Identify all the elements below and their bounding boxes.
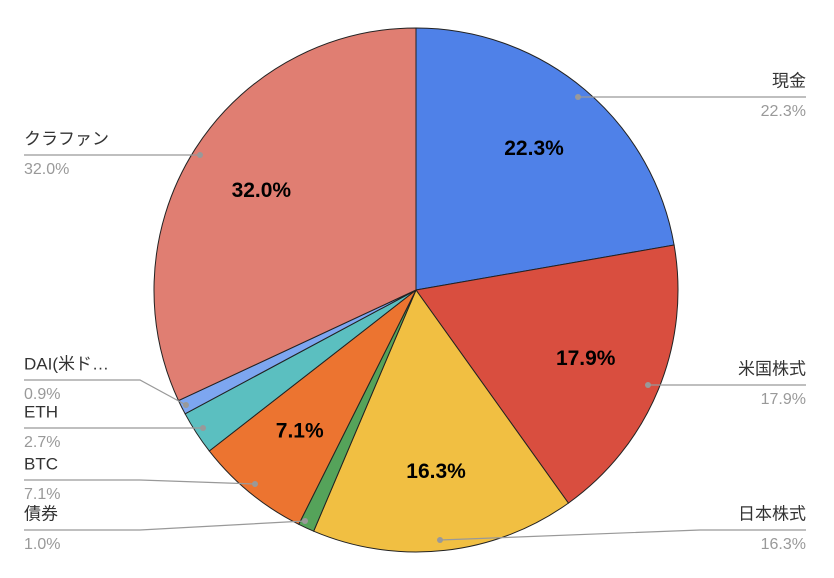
legend-value: 0.9% xyxy=(24,386,60,403)
leader-line xyxy=(24,520,306,531)
slice-label: 7.1% xyxy=(276,419,324,442)
pie-slice xyxy=(208,289,417,525)
pie-slice xyxy=(415,27,675,291)
leader-line xyxy=(439,529,806,541)
leader-dot xyxy=(200,425,206,431)
legend-name: 債券 xyxy=(24,504,58,523)
legend-value: 1.0% xyxy=(24,536,60,553)
legend-value: 22.3% xyxy=(761,103,806,120)
pie-slice xyxy=(312,288,570,553)
leader-line xyxy=(24,379,187,406)
legend-value: 32.0% xyxy=(24,161,69,178)
leader-dot xyxy=(197,152,203,158)
legend-name: ETH xyxy=(24,402,58,421)
leader-line xyxy=(24,479,256,485)
legend-name: クラファン xyxy=(24,129,109,148)
pie-slice xyxy=(415,244,679,504)
leader-dot xyxy=(252,481,258,487)
leader-dot xyxy=(437,537,443,543)
legend-value: 17.9% xyxy=(761,391,806,408)
legend-value: 7.1% xyxy=(24,486,60,503)
leader-dot xyxy=(183,402,189,408)
slice-label: 22.3% xyxy=(504,137,564,160)
leader-dot xyxy=(302,518,308,524)
leader-dot xyxy=(575,94,581,100)
pie-slice xyxy=(153,27,417,402)
legend-name: 現金 xyxy=(772,71,806,90)
leader-dot xyxy=(645,382,651,388)
legend-value: 2.7% xyxy=(24,434,60,451)
slice-label: 32.0% xyxy=(232,179,292,202)
legend-name: 日本株式 xyxy=(738,504,806,523)
slice-label: 16.3% xyxy=(406,460,466,483)
legend-value: 16.3% xyxy=(761,536,806,553)
legend-name: DAI(米ド… xyxy=(24,354,109,373)
legend-name: 米国株式 xyxy=(738,359,806,378)
legend-name: BTC xyxy=(24,454,58,473)
slice-label: 17.9% xyxy=(556,347,616,370)
